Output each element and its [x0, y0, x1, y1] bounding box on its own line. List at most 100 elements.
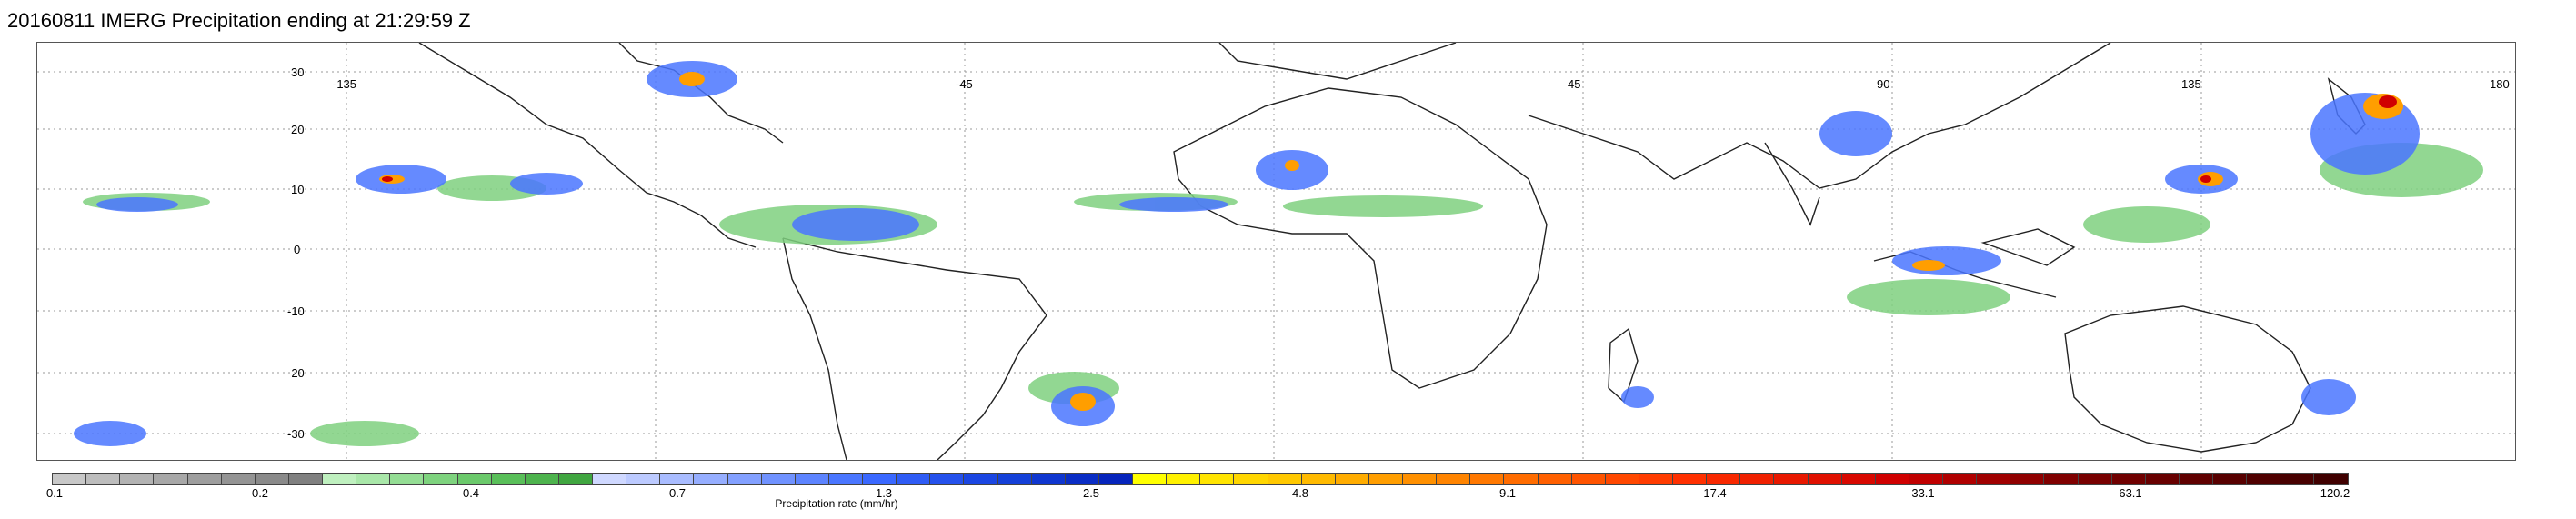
colorbar-segment	[1605, 474, 1639, 484]
colorbar-tick-label: 120.2	[2320, 486, 2350, 500]
lat-label: 30	[291, 65, 305, 79]
colorbar-segment	[795, 474, 829, 484]
colorbar-segment	[187, 474, 222, 484]
colorbar-segment	[1403, 474, 1438, 484]
colorbar-segment	[491, 474, 526, 484]
colorbar-segment	[761, 474, 796, 484]
colorbar-segment	[727, 474, 762, 484]
colorbar-segment	[457, 474, 492, 484]
lon-label: 135	[2181, 77, 2201, 91]
lat-label: 20	[291, 123, 305, 136]
colorbar-segment	[1031, 474, 1066, 484]
colorbar-segment	[897, 474, 931, 484]
colorbar-segment	[288, 474, 323, 484]
colorbar-tick-label: 0.1	[45, 486, 64, 500]
colorbar-segment	[120, 474, 155, 484]
colorbar-segment	[2111, 474, 2146, 484]
colorbar-segment	[1740, 474, 1775, 484]
colorbar-segment	[1301, 474, 1336, 484]
map-title: 20160811 IMERG Precipitation ending at 2…	[7, 9, 471, 32]
colorbar-tick-label: 1.3	[875, 486, 893, 500]
colorbar-segment	[997, 474, 1032, 484]
colorbar-tick-label: 63.1	[2119, 486, 2142, 500]
colorbar-segment	[525, 474, 559, 484]
colorbar-tick-label: 2.5	[1082, 486, 1100, 500]
colorbar-segment	[1268, 474, 1302, 484]
colorbar-segment	[221, 474, 256, 484]
colorbar-segment	[2145, 474, 2180, 484]
colorbar-segment	[53, 474, 87, 484]
lon-label: -135	[333, 77, 357, 91]
colorbar-segment	[1065, 474, 1099, 484]
colorbar-segment	[1098, 474, 1133, 484]
colorbar-segment	[2078, 474, 2112, 484]
lon-label: 90	[1877, 77, 1890, 91]
colorbar-tick-label: 4.8	[1291, 486, 1309, 500]
colorbar-tick-label: 0.4	[462, 486, 480, 500]
colorbar-segment	[2213, 474, 2248, 484]
lat-label: 10	[291, 183, 305, 196]
colorbar-segment	[593, 474, 627, 484]
colorbar-segment	[1470, 474, 1505, 484]
coastlines	[418, 43, 2366, 460]
colorbar-segment	[323, 474, 357, 484]
colorbar-segment	[558, 474, 593, 484]
colorbar-segment	[1875, 474, 1909, 484]
colorbar-segment	[1774, 474, 1809, 484]
precipitation-cells	[74, 61, 2483, 446]
colorbar-segment	[1707, 474, 1741, 484]
colorbar-segment	[1335, 474, 1369, 484]
lon-label: 180	[2490, 77, 2510, 91]
lat-label: -30	[287, 427, 305, 441]
colorbar-tick-label: 33.1	[1911, 486, 1935, 500]
lon-label: -45	[956, 77, 973, 91]
colorbar-segment	[828, 474, 863, 484]
colorbar-segment	[1437, 474, 1471, 484]
colorbar-segment	[1841, 474, 1876, 484]
lat-label: -10	[287, 304, 305, 318]
colorbar-segment	[863, 474, 897, 484]
colorbar-segment	[390, 474, 425, 484]
lat-label: 0	[294, 243, 301, 256]
colorbar-segment	[1368, 474, 1403, 484]
colorbar-segment	[1808, 474, 1842, 484]
colorbar-segment	[86, 474, 121, 484]
colorbar-segment	[2010, 474, 2045, 484]
colorbar-segment	[1977, 474, 2011, 484]
colorbar-segment	[930, 474, 965, 484]
colorbar-segment	[1504, 474, 1539, 484]
colorbar-segment	[660, 474, 695, 484]
colorbar-segment	[1943, 474, 1978, 484]
colorbar-tick-label: 0.7	[668, 486, 687, 500]
precipitation-map: 30 20 10 0 -10 -20 -30 -135 -45 45 90 13…	[36, 42, 2516, 461]
colorbar-tick-label: 9.1	[1498, 486, 1517, 500]
colorbar-segment	[1639, 474, 1673, 484]
colorbar-tick-label: 17.4	[1703, 486, 1727, 500]
colorbar-segment	[1133, 474, 1168, 484]
colorbar-segment	[2314, 474, 2348, 484]
colorbar-segment	[1673, 474, 1708, 484]
colorbar-segment	[1167, 474, 1201, 484]
colorbar-segment	[2044, 474, 2079, 484]
graticule	[37, 43, 2515, 460]
colorbar-segment	[1571, 474, 1606, 484]
colorbar-title: Precipitation rate (mm/hr)	[775, 497, 898, 510]
colorbar-segment	[1909, 474, 1943, 484]
colorbar-segment	[1200, 474, 1235, 484]
colorbar-segment	[964, 474, 998, 484]
colorbar-segment	[356, 474, 391, 484]
colorbar-segment	[255, 474, 289, 484]
precipitation-colorbar	[52, 473, 2349, 485]
colorbar-segment	[2280, 474, 2315, 484]
colorbar-segment	[1538, 474, 1572, 484]
lat-label: -20	[287, 366, 305, 380]
lon-label: 45	[1568, 77, 1581, 91]
colorbar-segment	[626, 474, 661, 484]
colorbar-segment	[154, 474, 188, 484]
colorbar-segment	[2179, 474, 2213, 484]
colorbar-segment	[2247, 474, 2281, 484]
colorbar-segment	[694, 474, 728, 484]
colorbar-segment	[424, 474, 458, 484]
colorbar-tick-label: 0.2	[251, 486, 269, 500]
map-canvas	[37, 43, 2515, 460]
